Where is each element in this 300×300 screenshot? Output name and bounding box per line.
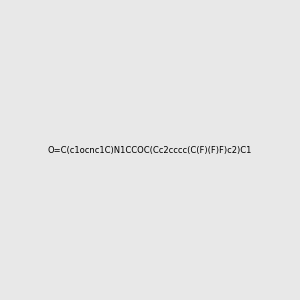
Text: O=C(c1ocnc1C)N1CCOC(Cc2cccc(C(F)(F)F)c2)C1: O=C(c1ocnc1C)N1CCOC(Cc2cccc(C(F)(F)F)c2)… (48, 146, 252, 154)
